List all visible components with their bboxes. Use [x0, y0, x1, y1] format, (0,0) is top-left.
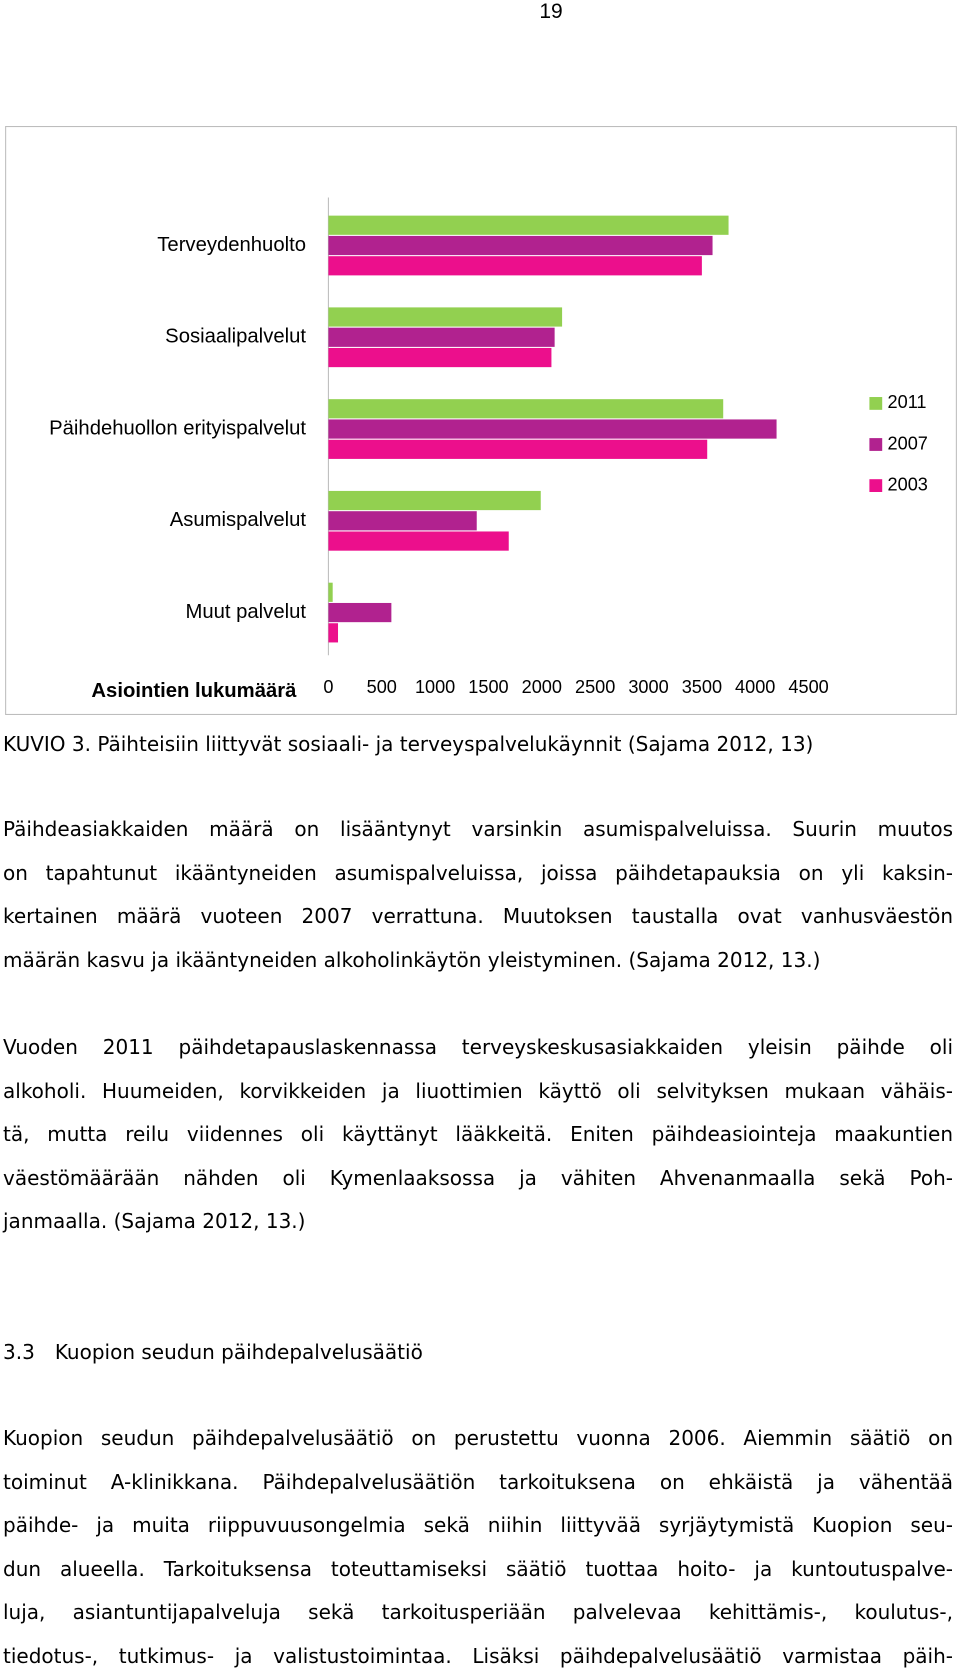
y-tick-label: Muut palvelut — [185, 601, 306, 623]
page-number: 19 — [539, 0, 563, 23]
bar — [328, 347, 552, 368]
bar — [328, 256, 702, 276]
x-tick-label: 500 — [367, 677, 397, 697]
bar — [328, 531, 509, 551]
text-line: päihde- ja muita riippuvuusongelmia sekä… — [3, 1513, 953, 1538]
text-line: kertainen määrä vuoteen 2007 verrattuna.… — [3, 904, 953, 929]
bar — [328, 511, 477, 531]
chart: Asiointien lukumäärä 0 500 1000 1500 2000 250… — [5, 126, 957, 715]
bar — [328, 215, 729, 235]
text-line: väestömäärään nähden oli Kymenlaaksossa … — [3, 1165, 953, 1190]
y-tick-label: Sosiaalipalvelut — [165, 326, 306, 348]
bar — [328, 623, 339, 643]
x-tick-label: 4000 — [735, 677, 775, 697]
x-tick-label: 1000 — [415, 677, 455, 697]
legend-label: 2011 — [888, 392, 927, 412]
x-tick-label: 3500 — [682, 677, 722, 697]
text-line: janmaalla. (Sajama 2012, 13.) — [3, 1209, 306, 1234]
x-tick-label: 4500 — [788, 677, 828, 697]
text-line: Päihdeasiakkaiden määrä on lisääntynyt v… — [3, 817, 953, 841]
section-heading: 3.3 Kuopion seudun päihdepalvelusäätiö — [3, 1331, 423, 1375]
bar — [328, 439, 708, 459]
legend-label: 2003 — [888, 474, 928, 494]
text-line: toiminut A-klinikkana. Päihdepalvelusäät… — [3, 1469, 953, 1494]
paragraph: Kuopion seudun päihdepalvelusäätiö on pe… — [3, 1417, 953, 1675]
y-tick-label: Asumispalvelut — [170, 509, 307, 531]
heading-title: Kuopion seudun päihdepalvelusäätiö — [54, 1340, 423, 1364]
bar — [328, 602, 392, 623]
x-tick-label: 1500 — [468, 677, 508, 697]
x-tick-label: 2000 — [522, 677, 562, 697]
bar — [328, 419, 777, 439]
bar — [328, 327, 555, 347]
y-tick-label: Terveydenhuolto — [157, 234, 306, 256]
legend-swatch — [869, 397, 883, 410]
text-line: tiedotus-, tutkimus- ja valistustoiminta… — [3, 1643, 953, 1668]
text-line: tä, mutta reilu viidennes oli käyttänyt … — [3, 1122, 953, 1147]
x-tick-label: 3000 — [628, 677, 668, 697]
bar — [328, 399, 724, 419]
text-line: Kuopion seudun päihdepalvelusäätiö on pe… — [3, 1426, 953, 1450]
text-line: luja, asiantuntijapalveluja sekä tarkoit… — [3, 1600, 953, 1625]
text-line: määrän kasvu ja ikääntyneiden alkoholink… — [3, 947, 821, 972]
text-line: dun alueella. Tarkoituksensa toteuttamis… — [3, 1556, 953, 1581]
text-line: Vuoden 2011 päihdetapauslaskennassa terv… — [3, 1035, 953, 1059]
bar — [328, 307, 563, 327]
paragraph: Päihdeasiakkaiden määrä on lisääntynyt v… — [3, 808, 953, 982]
paragraph: Vuoden 2011 päihdetapauslaskennassa terv… — [3, 1026, 953, 1244]
bar — [328, 235, 713, 256]
legend-swatch — [869, 438, 883, 451]
legend-swatch — [869, 479, 883, 492]
text-line: alkoholi. Huumeiden, korvikkeiden ja liu… — [3, 1078, 953, 1103]
heading-number: 3.3 — [3, 1340, 35, 1364]
text-line: on tapahtunut ikääntyneiden asumispalvel… — [3, 860, 953, 885]
y-tick-label: Päihdehuollon erityispalvelut — [49, 417, 306, 439]
figure-caption: KUVIO 3. Päihteisiin liittyvät sosiaali-… — [3, 732, 814, 756]
bar — [328, 582, 333, 602]
x-axis-title: Asiointien lukumäärä — [91, 680, 297, 702]
x-tick-label: 0 — [323, 677, 333, 697]
x-tick-label: 2500 — [575, 677, 615, 697]
legend-label: 2007 — [888, 433, 928, 453]
bar — [328, 490, 541, 511]
